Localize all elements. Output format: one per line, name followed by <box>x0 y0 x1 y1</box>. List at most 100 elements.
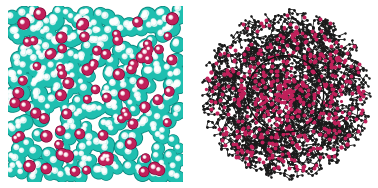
Circle shape <box>93 46 101 55</box>
Circle shape <box>10 27 17 33</box>
Circle shape <box>133 88 137 92</box>
Circle shape <box>87 34 102 49</box>
Circle shape <box>40 70 42 72</box>
Circle shape <box>98 37 102 41</box>
Circle shape <box>37 77 39 79</box>
Circle shape <box>116 71 119 75</box>
Circle shape <box>12 31 25 44</box>
Circle shape <box>176 6 179 9</box>
Circle shape <box>90 37 93 40</box>
Circle shape <box>105 96 106 97</box>
Circle shape <box>96 167 102 172</box>
Circle shape <box>25 161 34 171</box>
Circle shape <box>89 18 102 30</box>
Circle shape <box>141 158 143 161</box>
Circle shape <box>64 167 78 182</box>
Circle shape <box>100 11 114 25</box>
Circle shape <box>56 32 67 43</box>
Circle shape <box>163 20 180 37</box>
Circle shape <box>118 115 125 122</box>
Circle shape <box>172 69 183 80</box>
Circle shape <box>37 21 43 27</box>
Circle shape <box>55 50 70 65</box>
Circle shape <box>34 63 40 69</box>
Circle shape <box>167 14 177 24</box>
Circle shape <box>20 76 30 87</box>
Circle shape <box>125 148 131 154</box>
Circle shape <box>71 34 74 37</box>
Circle shape <box>125 67 128 69</box>
Circle shape <box>14 159 25 169</box>
Circle shape <box>115 33 116 34</box>
Circle shape <box>66 168 68 170</box>
Circle shape <box>13 155 16 158</box>
Circle shape <box>129 21 135 27</box>
Circle shape <box>36 66 48 78</box>
Circle shape <box>174 42 177 44</box>
Circle shape <box>20 20 24 24</box>
Circle shape <box>64 65 74 76</box>
Circle shape <box>38 96 45 102</box>
Circle shape <box>65 116 81 132</box>
Circle shape <box>9 161 19 172</box>
Circle shape <box>64 153 68 157</box>
Circle shape <box>42 49 53 60</box>
Circle shape <box>129 101 130 103</box>
Circle shape <box>154 96 162 104</box>
Circle shape <box>131 86 142 97</box>
Circle shape <box>82 35 84 36</box>
Circle shape <box>42 116 45 119</box>
Circle shape <box>125 114 126 115</box>
Circle shape <box>56 141 62 148</box>
Circle shape <box>32 63 42 73</box>
Circle shape <box>103 25 117 39</box>
Circle shape <box>62 109 71 119</box>
Circle shape <box>151 98 164 112</box>
Circle shape <box>169 17 179 26</box>
Circle shape <box>104 95 107 98</box>
Circle shape <box>159 160 163 165</box>
Circle shape <box>70 167 80 176</box>
Circle shape <box>46 60 59 73</box>
Circle shape <box>54 83 60 89</box>
Circle shape <box>8 100 11 103</box>
Circle shape <box>107 159 108 160</box>
Circle shape <box>14 118 26 130</box>
Circle shape <box>5 97 20 112</box>
Circle shape <box>64 91 66 93</box>
Circle shape <box>133 18 146 30</box>
Circle shape <box>38 68 49 79</box>
Circle shape <box>89 103 102 116</box>
Circle shape <box>88 23 90 25</box>
Circle shape <box>77 149 88 161</box>
Circle shape <box>36 50 40 55</box>
Circle shape <box>54 6 65 17</box>
Circle shape <box>166 121 167 122</box>
Circle shape <box>156 170 162 176</box>
Circle shape <box>93 47 101 54</box>
Circle shape <box>60 36 65 41</box>
Circle shape <box>21 79 22 80</box>
Circle shape <box>111 81 113 83</box>
Circle shape <box>66 134 68 137</box>
Circle shape <box>18 70 22 74</box>
Circle shape <box>161 14 174 27</box>
Circle shape <box>12 77 15 80</box>
Circle shape <box>69 123 80 134</box>
Circle shape <box>57 130 61 134</box>
Circle shape <box>59 172 61 175</box>
Circle shape <box>164 77 180 93</box>
Circle shape <box>86 105 93 111</box>
Circle shape <box>78 82 93 97</box>
Circle shape <box>19 148 23 152</box>
Circle shape <box>113 31 120 38</box>
Circle shape <box>61 113 74 126</box>
Circle shape <box>102 121 104 123</box>
Circle shape <box>153 65 167 80</box>
Circle shape <box>144 67 150 73</box>
Circle shape <box>42 148 56 162</box>
Circle shape <box>62 31 65 34</box>
Circle shape <box>80 9 86 15</box>
Circle shape <box>160 13 175 28</box>
Circle shape <box>33 62 40 70</box>
